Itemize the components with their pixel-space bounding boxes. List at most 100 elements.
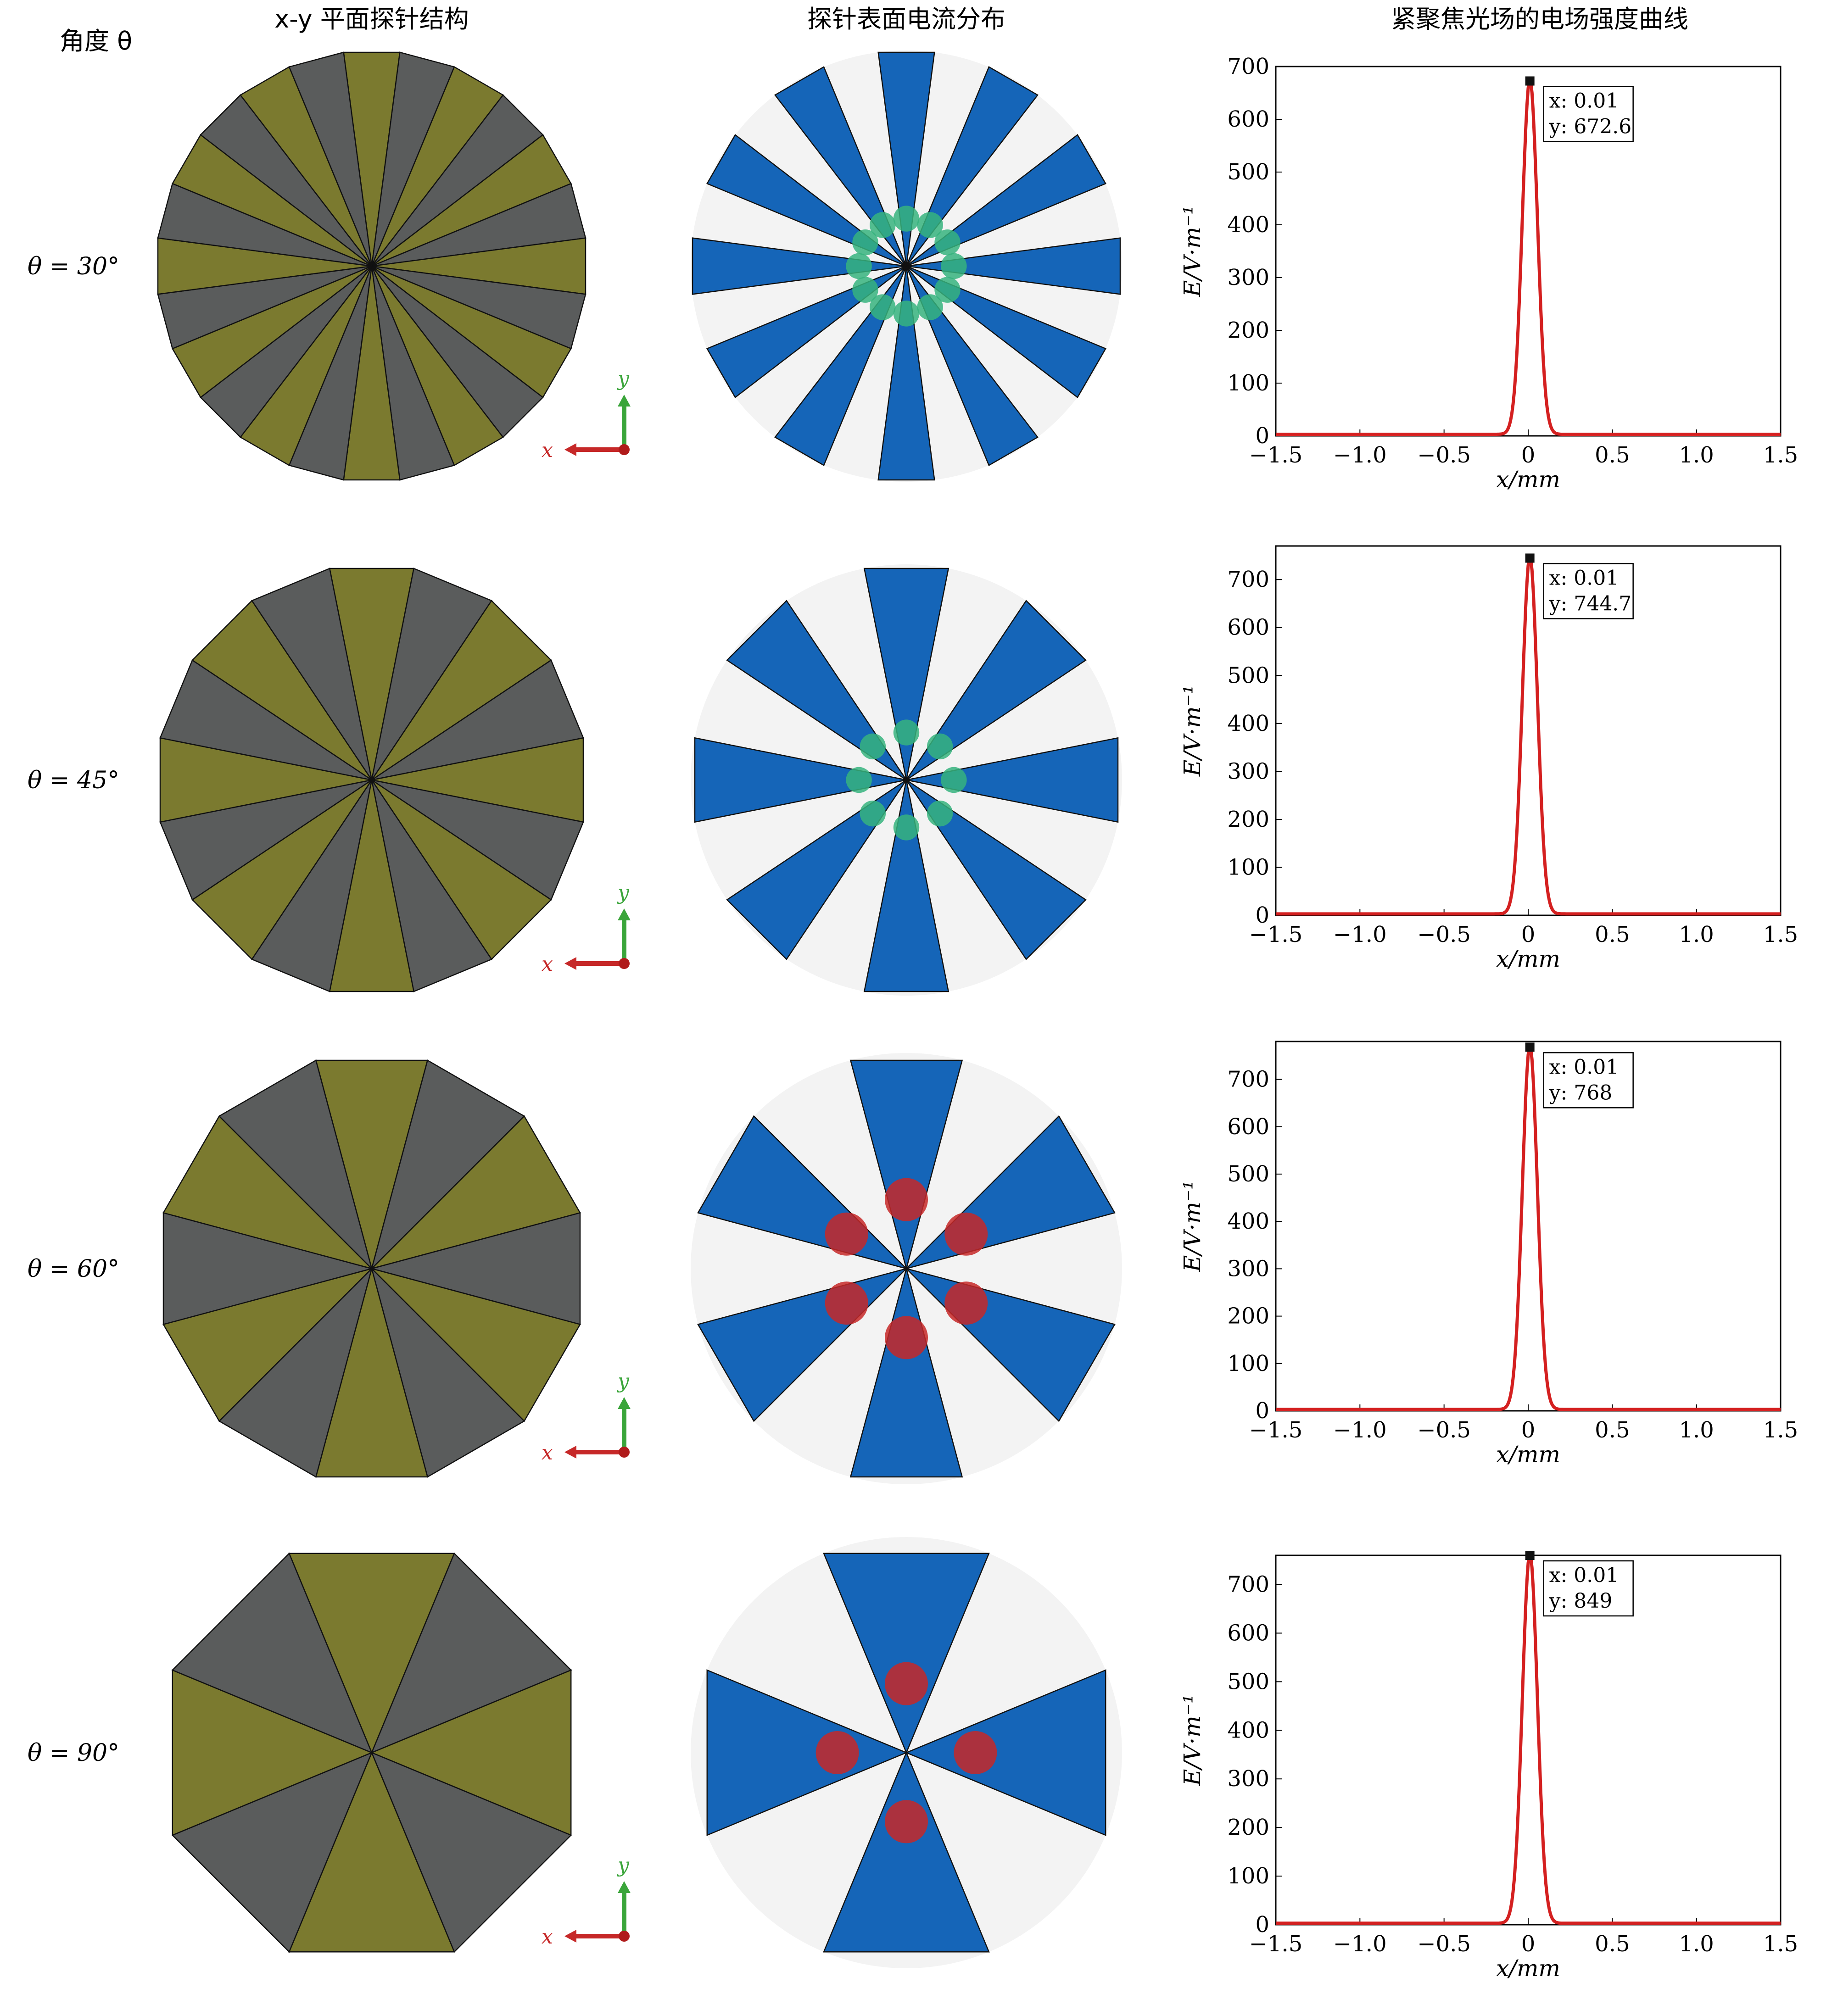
- x-tick-label: 0.5: [1595, 442, 1630, 468]
- datatip-y: y: 744.7: [1549, 592, 1632, 615]
- current-hotspot: [917, 212, 943, 238]
- probe-sector: [171, 1552, 373, 1754]
- y-tick-label: 200: [1227, 1815, 1269, 1840]
- y-tick-label: 0: [1255, 1398, 1269, 1424]
- x-tick-label: 1.5: [1763, 1417, 1798, 1443]
- datatip-box: [1543, 1560, 1634, 1617]
- current-sector: [863, 780, 949, 992]
- col2-header: 探针表面电流分布: [807, 5, 1005, 33]
- x-tick-label: 0: [1521, 1417, 1536, 1443]
- row-label: θ = 60°: [28, 1255, 119, 1283]
- field-chart: −1.5 −1.0 −0.5 0 0.5 1.0 1.5 0 100 200 300 400 500 60…: [1179, 54, 1798, 493]
- current-sector: [877, 51, 935, 267]
- current-sector: [849, 1266, 963, 1478]
- plot-frame: [1275, 66, 1782, 437]
- y-tick-label: 400: [1227, 1717, 1269, 1743]
- current-map: [691, 1053, 1122, 1484]
- y-tick-label: 500: [1227, 1669, 1269, 1694]
- row-30: θ = 30°xy−1.5 −1.0 −0.5 0 0.5 1.0 1.5010020030…: [28, 50, 1798, 493]
- y-tick-label: 200: [1227, 807, 1269, 832]
- current-hotspot: [917, 294, 943, 320]
- y-axis-title: E/V·m⁻¹: [1179, 685, 1206, 777]
- x-tick-label: −1.5: [1249, 1417, 1303, 1443]
- current-sector: [694, 737, 907, 823]
- current-hotspot: [825, 1212, 868, 1256]
- current-hotspot: [893, 814, 920, 841]
- x-tick-label: 1.0: [1679, 922, 1714, 947]
- x-arrowhead-icon: [564, 1930, 576, 1943]
- y-tick-label: 700: [1227, 1572, 1269, 1598]
- x-tick-label: 1.5: [1763, 922, 1798, 947]
- datatip-y: y: 849: [1549, 1589, 1613, 1613]
- probe-sector: [251, 568, 373, 780]
- x-tick-label: 0.5: [1595, 1931, 1630, 1957]
- datatip-box: [1543, 1052, 1634, 1108]
- field-chart: −1.5 −1.0 −0.5 0 0.5 1.0 1.5 0 100 200 300 400 500 60…: [1179, 545, 1798, 972]
- current-hotspot: [852, 229, 878, 256]
- y-tick-label: 700: [1227, 567, 1269, 592]
- y-arrowhead-icon: [618, 1397, 631, 1409]
- y-tick-label: 200: [1227, 317, 1269, 343]
- field-curve: [1275, 1045, 1781, 1411]
- row-label: θ = 90°: [28, 1739, 119, 1767]
- y-arrowhead-icon: [618, 1881, 631, 1893]
- datatip-x: x: 0.01: [1549, 89, 1619, 113]
- col1-header: x-y 平面探针结构: [274, 5, 469, 33]
- x-tick-label: 1.5: [1763, 1931, 1798, 1957]
- current-hotspot: [846, 767, 872, 793]
- current-hotspot: [885, 1178, 928, 1221]
- x-tick-label: −1.0: [1333, 1417, 1387, 1443]
- peak-marker: [1525, 76, 1535, 86]
- y-tick-label: 0: [1255, 1912, 1269, 1938]
- current-hotspot: [944, 1281, 988, 1325]
- datatip-y: y: 672.6: [1549, 115, 1632, 139]
- x-tick-label: 0: [1521, 1931, 1536, 1957]
- y-tick-label: 0: [1255, 423, 1269, 449]
- x-axis-title: x/mm: [1496, 1955, 1560, 1982]
- y-arrowhead-icon: [618, 395, 631, 407]
- x-tick-label: −0.5: [1417, 1417, 1471, 1443]
- x-tick-label: 0: [1521, 442, 1536, 468]
- row-label: θ = 45°: [28, 767, 119, 794]
- x-tick-label: 1.0: [1679, 1417, 1714, 1443]
- current-hotspot: [860, 800, 886, 827]
- x-axis-title: x/mm: [1496, 466, 1560, 493]
- current-sector: [726, 779, 907, 960]
- x-tick-label: −0.5: [1417, 1931, 1471, 1957]
- current-hotspot: [885, 1800, 928, 1843]
- origin-dot: [619, 444, 630, 455]
- origin-dot: [619, 958, 630, 969]
- y-tick-label: 400: [1227, 212, 1269, 238]
- field-curve: [1275, 556, 1781, 916]
- x-axis-label: x: [542, 1925, 553, 1949]
- y-axis-title: E/V·m⁻¹: [1179, 206, 1206, 297]
- x-tick-label: 1.0: [1679, 1931, 1714, 1957]
- y-axis-label: y: [617, 1370, 630, 1393]
- y-tick-label: 700: [1227, 54, 1269, 79]
- current-hotspot: [893, 719, 920, 746]
- y-tick-label: 500: [1227, 663, 1269, 688]
- y-axis-label: y: [617, 881, 630, 904]
- x-tick-label: 1.0: [1679, 442, 1714, 468]
- y-axis-label: y: [617, 367, 630, 390]
- x-axis-label: x: [542, 439, 553, 462]
- y-tick-label: 200: [1227, 1303, 1269, 1329]
- axis-indicator: xy: [542, 881, 631, 976]
- x-axis-label: x: [542, 1441, 553, 1465]
- current-map: [691, 564, 1122, 996]
- current-hotspot: [927, 800, 953, 827]
- x-tick-label: −0.5: [1417, 442, 1471, 468]
- rows-layer: θ = 30°xy−1.5 −1.0 −0.5 0 0.5 1.0 1.5010020030…: [28, 50, 1798, 1982]
- current-hotspot: [860, 733, 886, 760]
- x-axis-title: x/mm: [1496, 1441, 1560, 1468]
- current-hotspot: [941, 253, 967, 279]
- probe-structure: [159, 568, 584, 992]
- row-45: θ = 45°xy−1.5 −1.0 −0.5 0 0.5 1.0 1.5010020030…: [28, 545, 1798, 996]
- current-hotspot: [825, 1281, 868, 1325]
- y-tick-label: 600: [1227, 1620, 1269, 1646]
- current-hotspot: [870, 212, 896, 238]
- y-tick-label: 300: [1227, 1256, 1269, 1281]
- col3-header: 紧聚焦光场的电场强度曲线: [1391, 5, 1688, 33]
- x-axis-label: x: [542, 952, 553, 976]
